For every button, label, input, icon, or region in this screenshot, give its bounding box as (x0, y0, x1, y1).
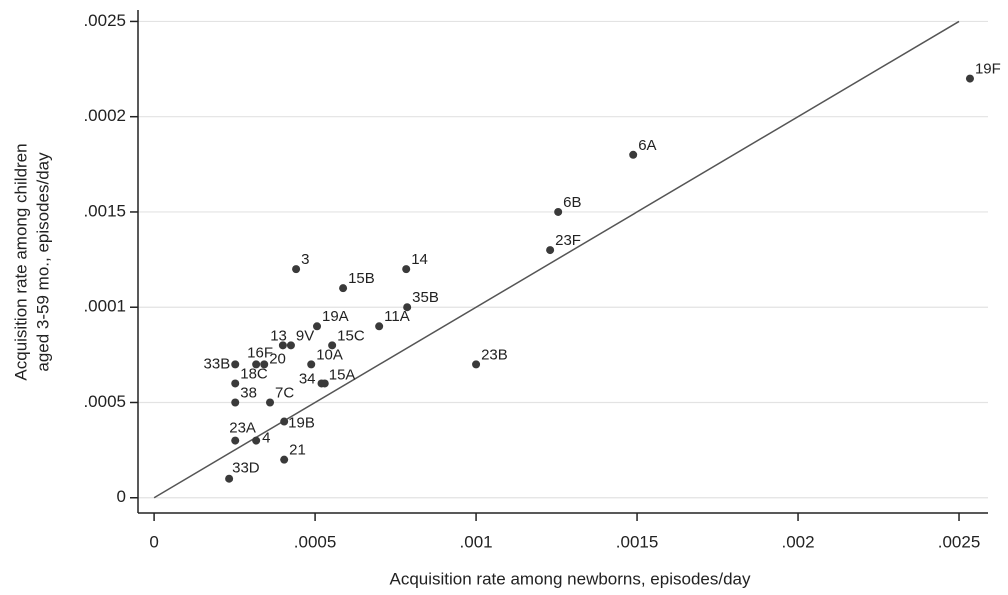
y-tick-label: .0002 (83, 106, 126, 125)
point-label: 19F (975, 61, 1001, 78)
point-label: 10A (316, 346, 343, 363)
point-label: 38 (240, 384, 257, 401)
point (231, 360, 240, 369)
point (231, 398, 240, 407)
point (231, 379, 240, 388)
x-tick-label: .0025 (938, 532, 981, 551)
point (280, 455, 289, 464)
point-label: 14 (411, 251, 428, 268)
y-tick-label: .0005 (83, 392, 126, 411)
point-label: 3 (301, 251, 309, 268)
y-axis-label: Acquisition rate among children (11, 143, 30, 380)
point-label: 18C (240, 365, 268, 382)
point (320, 379, 329, 388)
point-label: 9V (296, 327, 314, 344)
point-label: 19B (288, 415, 315, 432)
x-tick-label: .0015 (616, 532, 659, 551)
reference-line (153, 20, 960, 499)
point-label: 4 (262, 430, 270, 447)
point (278, 341, 287, 350)
point-label: 6B (563, 194, 581, 211)
point-label: 15B (348, 270, 375, 287)
point (252, 360, 261, 369)
point-label: 23A (229, 420, 256, 437)
point (292, 265, 301, 274)
y-axis-label: aged 3-59 mo., episodes/day (33, 152, 52, 372)
point-label: 15A (329, 366, 356, 383)
point (313, 322, 322, 331)
point (260, 360, 269, 369)
point (629, 150, 638, 159)
point-label: 34 (299, 370, 316, 387)
point-label: 33B (204, 355, 231, 372)
point-label: 15C (337, 327, 365, 344)
point-label: 19A (322, 308, 349, 325)
x-tick-label: .002 (781, 532, 814, 551)
point (402, 265, 411, 274)
point (266, 398, 275, 407)
point-label: 35B (412, 289, 439, 306)
point-label: 7C (275, 384, 294, 401)
point (339, 284, 348, 293)
point (546, 246, 555, 255)
x-tick-label: .0005 (294, 532, 337, 551)
y-tick-label: .0025 (83, 11, 126, 30)
point (307, 360, 316, 369)
y-tick-label: .0015 (83, 201, 126, 220)
point-label: 23F (555, 232, 581, 249)
x-tick-label: .001 (460, 532, 493, 551)
point (280, 417, 289, 426)
point (403, 303, 412, 312)
point-label: 11A (384, 308, 410, 325)
point-label: 23B (481, 346, 508, 363)
point (286, 341, 295, 350)
x-axis-label: Acquisition rate among newborns, episode… (390, 569, 751, 588)
y-tick-label: .0001 (83, 297, 126, 316)
point (965, 74, 974, 83)
point-label: 13 (270, 327, 287, 344)
point (472, 360, 481, 369)
point-label: 16F (247, 344, 273, 361)
y-tick-label: 0 (117, 487, 126, 506)
point (225, 474, 234, 483)
point-label: 6A (638, 137, 656, 154)
point-label: 21 (289, 442, 306, 459)
point-label: 33D (232, 460, 260, 477)
point (328, 341, 337, 350)
point (231, 436, 240, 445)
point (252, 436, 261, 445)
point (554, 207, 563, 216)
x-tick-label: 0 (149, 532, 158, 551)
point-label: 20 (269, 350, 286, 367)
point (375, 322, 384, 331)
